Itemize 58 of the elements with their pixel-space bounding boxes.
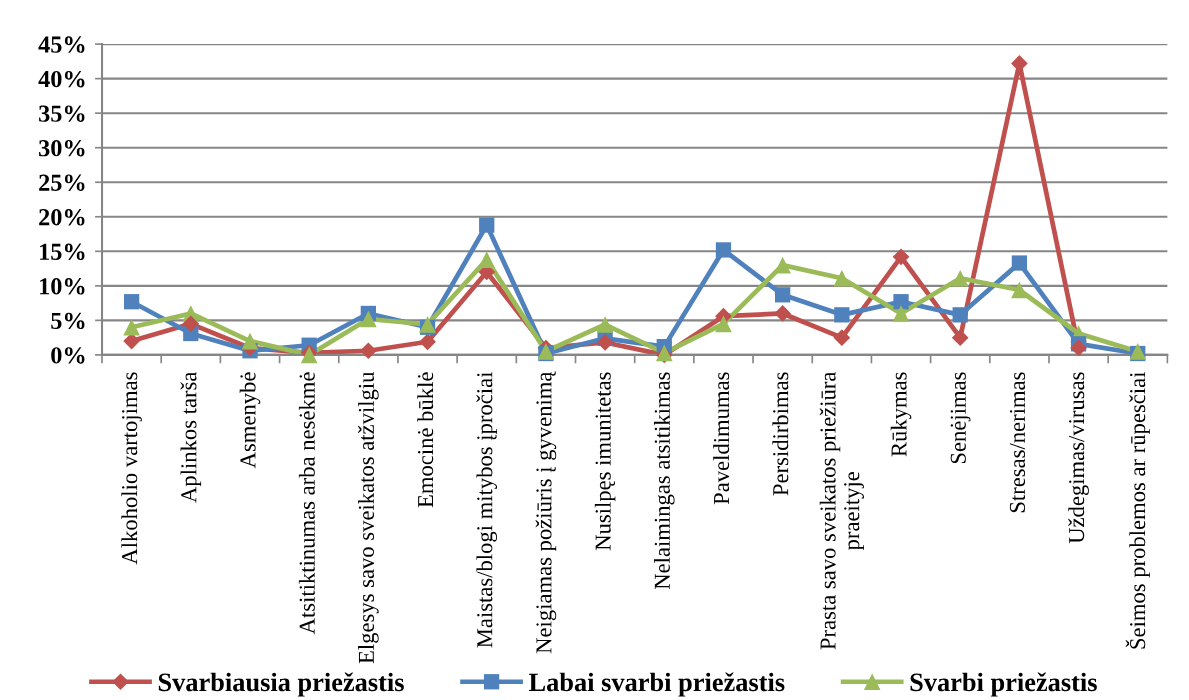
x-tick-label: Nusilpęs imunitetas xyxy=(594,372,616,551)
x-tick-label: Rūkymas xyxy=(890,372,912,457)
point xyxy=(892,248,910,266)
point xyxy=(596,334,614,351)
x-tick-label: Aplinkos tarša xyxy=(180,371,202,503)
y-tick-label: 40% xyxy=(38,70,85,88)
point xyxy=(774,305,791,322)
x-tick-label: Neigiamas požiūris į gyvenimą xyxy=(535,371,557,654)
legend-label: Labai svarbi priežastis xyxy=(528,672,785,697)
x-tick-label: Asmenybė xyxy=(239,372,261,469)
point xyxy=(834,307,850,323)
point xyxy=(182,315,200,333)
x-tick-label: Uždegimas/virusas xyxy=(1068,372,1089,544)
y-tick-label: 35% xyxy=(39,105,85,122)
point xyxy=(360,342,377,360)
x-tick-label: Alkoholio vartojimas xyxy=(121,372,142,565)
point xyxy=(951,329,969,346)
x-tick-label: Prasta savo sveikatos priežiūra praeityje xyxy=(819,371,864,650)
point xyxy=(833,269,851,287)
x-tick-label: Elgesys savo sveikatos atžvilgiu xyxy=(358,371,379,664)
x-tick-label: Emocinė būklė xyxy=(417,372,434,508)
point xyxy=(892,305,910,322)
y-tick-label: 5% xyxy=(51,312,85,330)
y-tick-label: 45% xyxy=(38,36,85,53)
point xyxy=(478,251,496,268)
point xyxy=(360,310,377,328)
x-tick-label: Senėjimas xyxy=(950,372,971,464)
legend-label: Svarbi priežastis xyxy=(910,672,1097,697)
point xyxy=(893,294,909,310)
y-tick-label: 0% xyxy=(51,347,85,364)
x-tick-label: Maistas/blogi mitybos įpročiai xyxy=(476,372,498,648)
x-tick-label: Paveldimumas xyxy=(713,372,730,505)
x-tick-label: Stresas/nerimas xyxy=(1009,372,1026,513)
point xyxy=(775,287,791,303)
y-tick-label: 10% xyxy=(40,278,85,295)
point xyxy=(419,333,436,351)
point xyxy=(715,315,732,333)
point xyxy=(1070,339,1087,357)
point xyxy=(715,242,732,258)
point xyxy=(123,294,140,310)
legend-label: Svarbiausia priežastis xyxy=(158,672,404,697)
x-tick-label: Persidirbimas xyxy=(772,372,789,496)
y-tick-label: 15% xyxy=(40,243,85,261)
y-tick-label: 30% xyxy=(39,139,85,157)
point xyxy=(596,316,614,333)
point xyxy=(479,217,495,233)
x-tick-label: Atsitiktinumas arba nesėkmė xyxy=(298,372,315,635)
point xyxy=(1011,281,1028,299)
point xyxy=(1011,255,1028,271)
point xyxy=(951,269,969,287)
x-tick-label: Nelaimingas atsitikimas xyxy=(653,372,675,590)
point xyxy=(952,307,968,323)
point xyxy=(833,329,851,346)
y-tick-label: 20% xyxy=(39,209,85,226)
x-tick-label: Šeimos problemos ar rūpesčiai xyxy=(1125,372,1150,649)
point xyxy=(241,332,259,350)
y-tick-label: 25% xyxy=(39,174,85,191)
point xyxy=(123,318,140,336)
